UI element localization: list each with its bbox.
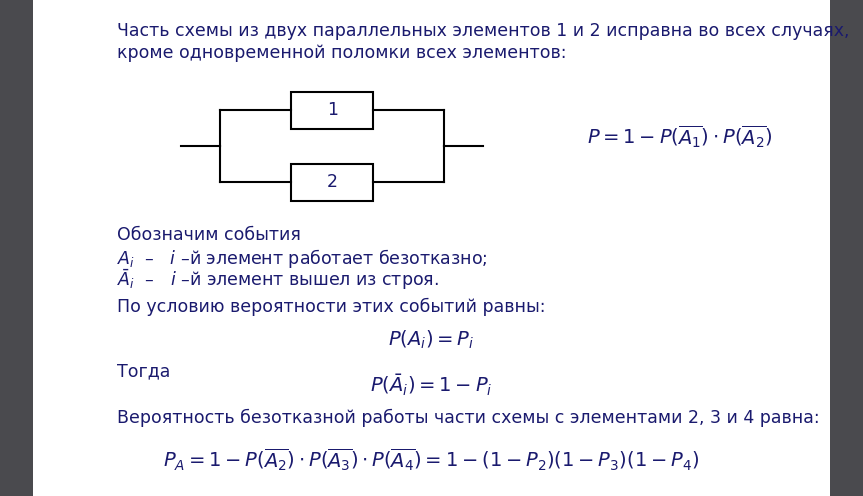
Text: 1: 1 <box>327 101 337 120</box>
Text: $\bar{A}_i$  –   $i$ –й элемент вышел из строя.: $\bar{A}_i$ – $i$ –й элемент вышел из ст… <box>117 268 438 292</box>
Bar <box>291 92 373 129</box>
Text: $P(\bar{A}_i) = 1 - P_i$: $P(\bar{A}_i) = 1 - P_i$ <box>370 373 493 398</box>
Text: 2: 2 <box>327 173 337 191</box>
Text: Часть схемы из двух параллельных элементов 1 и 2 исправна во всех случаях,: Часть схемы из двух параллельных элемент… <box>117 22 849 40</box>
Text: $P_A = 1 - P(\overline{A_2}) \cdot P(\overline{A_3}) \cdot P(\overline{A_4}) = 1: $P_A = 1 - P(\overline{A_2}) \cdot P(\ov… <box>163 446 700 473</box>
Text: $P = 1 - P(\overline{A_1}) \cdot P(\overline{A_2})$: $P = 1 - P(\overline{A_1}) \cdot P(\over… <box>587 123 772 150</box>
Bar <box>291 164 373 201</box>
Text: кроме одновременной поломки всех элементов:: кроме одновременной поломки всех элемент… <box>117 44 566 62</box>
Text: Тогда: Тогда <box>117 362 170 380</box>
Text: По условию вероятности этих событий равны:: По условию вероятности этих событий равн… <box>117 298 545 316</box>
Text: $A_i$  –   $i$ –й элемент работает безотказно;: $A_i$ – $i$ –й элемент работает безотказ… <box>117 247 487 270</box>
Text: $P(A_i) = P_i$: $P(A_i) = P_i$ <box>388 329 475 351</box>
Text: Обозначим события: Обозначим события <box>117 226 300 244</box>
Text: Вероятность безотказной работы части схемы с элементами 2, 3 и 4 равна:: Вероятность безотказной работы части схе… <box>117 409 819 428</box>
